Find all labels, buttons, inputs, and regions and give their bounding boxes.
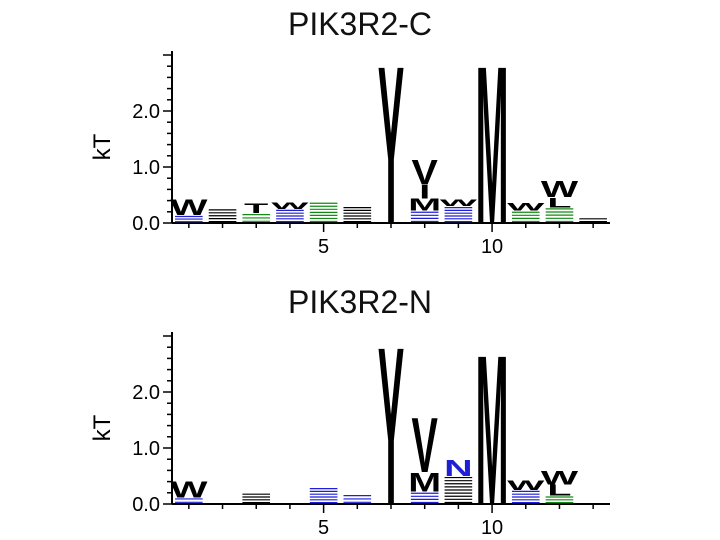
svg-text:V: V [412,403,438,490]
logo-letter-minor [343,495,372,503]
svg-text:M: M [408,468,441,499]
svg-text:W: W [170,195,208,220]
x-tick-label: 10 [481,517,503,539]
logo-letter-minor [242,214,271,222]
logo-letter-minor [410,211,439,223]
logo-letter-minor [276,209,304,223]
logo-letter-minor [242,493,271,504]
logo-letter-W: W [170,195,208,220]
logo-letter-V: V [412,152,438,191]
svg-text:W: W [271,201,310,211]
x-tick-label: 5 [318,236,329,258]
svg-text:W: W [541,176,579,202]
logo-letter-minor [208,209,237,223]
logo-letter-minor [410,492,439,504]
x-tick-label: 5 [318,517,329,539]
svg-text:M: M [476,20,509,270]
logo-letter-Y: Y [378,20,404,270]
logo-letter-minor [175,215,203,223]
svg-text:Y: Y [378,301,404,540]
logo-letter-minor [309,202,338,223]
svg-text:I: I [419,181,430,203]
y-tick-label: 1.0 [132,157,160,179]
logo-letter-W: W [271,201,310,211]
svg-text:N: N [444,455,472,481]
svg-text:W: W [507,478,544,494]
logo-letter-minor [444,207,473,223]
logo-letter-T: T [244,201,268,217]
logo-letter-minor [511,211,540,223]
logo-letter-W: W [541,176,579,202]
svg-text:M: M [476,311,509,540]
logo-letter-W: W [541,467,579,489]
y-axis-label: kT [89,414,116,441]
logo-letter-minor [309,488,338,504]
logo-letter-I: I [419,181,430,203]
logo-letter-M: M [476,20,509,270]
logo-letter-W: W [170,476,208,502]
y-tick-label: 2.0 [132,101,160,123]
logo-letter-V: V [412,403,438,490]
chart-title-c: PIK3R2-C [287,6,433,42]
y-tick-label: 0.0 [132,494,160,516]
logo-panel-c: PIK3R2-C 0.0 1.0 2.0 kT 5 10 W T W Y M I V W M W L W [89,6,610,270]
svg-text:L: L [547,195,571,211]
y-axis-label: kT [89,133,116,160]
svg-text:W: W [440,198,479,208]
y-tick-label: 1.0 [132,438,160,460]
svg-text:L: L [547,482,571,499]
svg-text:W: W [170,476,208,502]
svg-text:M: M [408,195,441,214]
svg-text:T: T [244,201,268,217]
logo-letter-minor [175,498,203,503]
logo-letter-minor [545,496,574,504]
logo-letter-minor [444,476,473,504]
logo-letter-W: W [507,478,544,494]
logo-letter-minor [343,207,372,223]
y-tick-label: 0.0 [132,213,160,235]
y-tick-label: 2.0 [132,382,160,404]
logo-letter-M: M [408,195,441,214]
svg-text:V: V [412,152,438,191]
logo-letter-Y: Y [378,301,404,540]
logo-letter-L: L [547,482,571,499]
logo-letter-minor [511,490,540,504]
svg-text:Y: Y [378,20,404,270]
svg-text:W: W [541,467,579,489]
x-tick-label: 10 [481,236,503,258]
logo-letter-M: M [476,311,509,540]
logo-letter-L: L [547,195,571,211]
chart-title-n: PIK3R2-N [287,284,433,320]
svg-text:W: W [507,201,545,213]
logo-letter-minor [545,208,574,223]
logo-panel-n: PIK3R2-N 0.0 1.0 2.0 kT 5 10 W Y M V N M W L W [0,270,720,540]
logo-letter-W: W [507,201,545,213]
logo-letter-W: W [440,198,479,208]
logo-letter-N: N [444,455,472,481]
logo-letter-minor [579,218,607,223]
logo-letter-M: M [408,468,441,499]
